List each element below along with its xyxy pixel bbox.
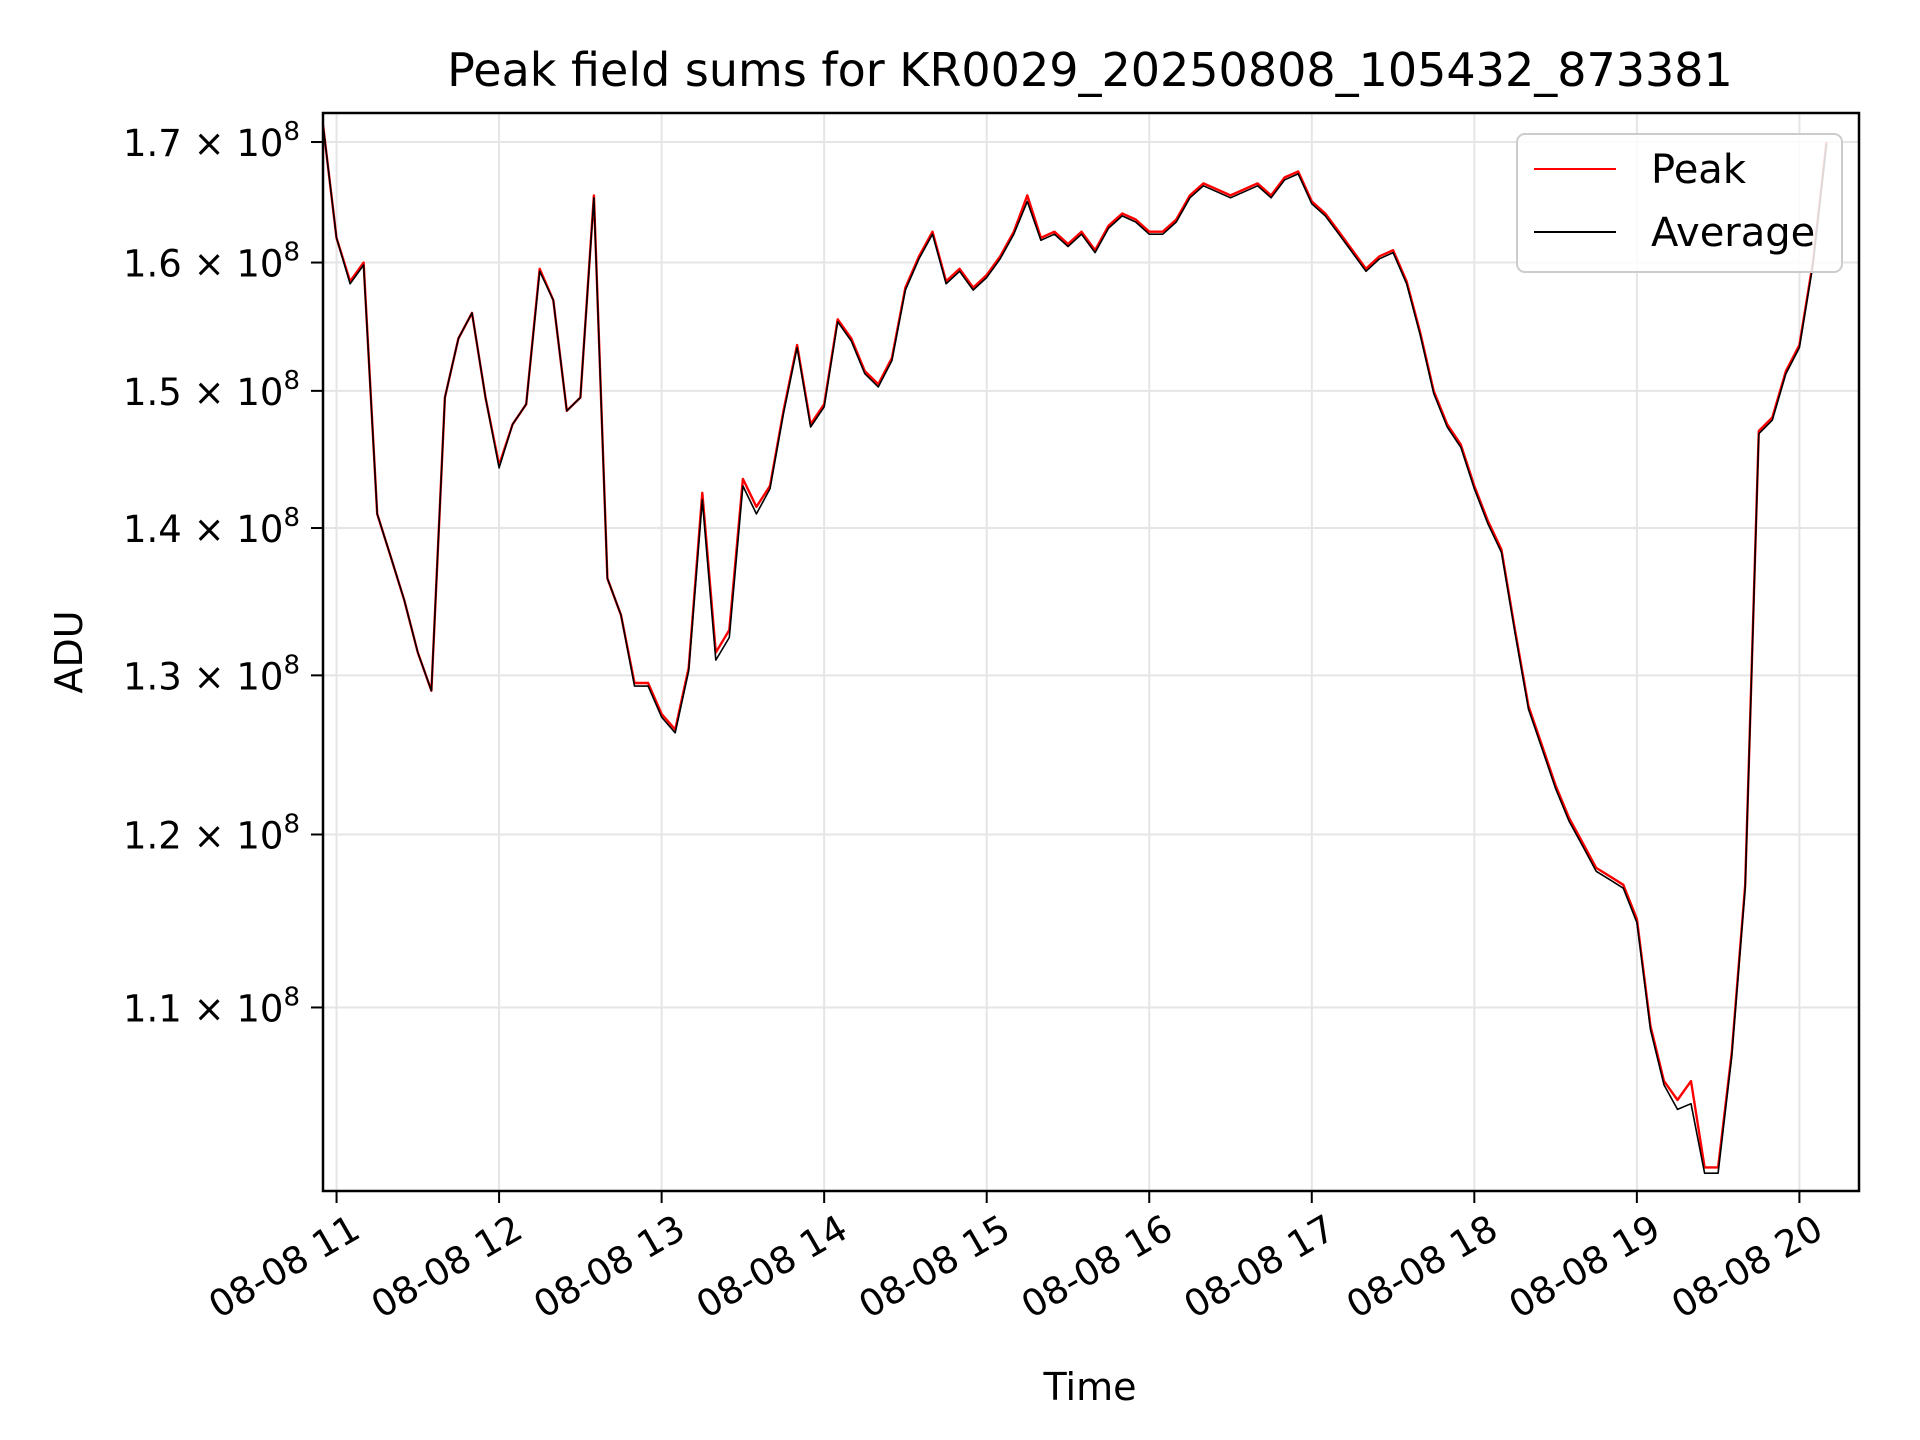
y-tick-label: 1.3 × 108 — [123, 650, 300, 698]
y-tick-base: 10 — [236, 655, 283, 698]
x-tick-label: 08-08 12 — [364, 1207, 530, 1327]
series-line-average — [322, 124, 1828, 1174]
x-axis-label: Time — [1043, 1365, 1137, 1409]
y-tick-base: 10 — [236, 508, 283, 551]
y-tick-label: 1.2 × 108 — [123, 809, 300, 857]
y-tick-label: 1.1 × 108 — [123, 982, 300, 1030]
y-tick-mantissa: 1.2 — [123, 814, 182, 857]
y-tick-exponent: 8 — [283, 650, 300, 680]
y-tick-exponent: 8 — [283, 366, 300, 396]
y-tick-exponent: 8 — [283, 503, 300, 533]
y-tick-times: × — [182, 814, 237, 857]
x-tick-label: 08-08 19 — [1502, 1207, 1668, 1327]
y-tick-mantissa: 1.4 — [123, 508, 182, 551]
y-axis-label: ADU — [47, 610, 91, 693]
y-tick-times: × — [182, 508, 237, 551]
x-tick-label: 08-08 15 — [852, 1207, 1018, 1327]
y-tick-exponent: 8 — [283, 809, 300, 839]
x-tick-label: 08-08 13 — [527, 1207, 693, 1327]
x-tick-label: 08-08 17 — [1177, 1207, 1343, 1327]
y-tick-mantissa: 1.7 — [123, 122, 182, 165]
y-tick-mantissa: 1.1 — [123, 987, 182, 1030]
series-line-peak — [321, 124, 1828, 1169]
y-tick-mantissa: 1.6 — [123, 243, 182, 286]
y-tick-base: 10 — [236, 814, 283, 857]
grid — [323, 113, 1859, 1191]
y-tick-label: 1.7 × 108 — [123, 117, 300, 165]
x-tick-label: 08-08 20 — [1664, 1207, 1830, 1327]
y-tick-label: 1.5 × 108 — [123, 366, 300, 414]
legend-label-average: Average — [1651, 210, 1815, 256]
y-tick-mantissa: 1.5 — [123, 371, 182, 414]
legend: Peak Average — [1516, 133, 1843, 273]
legend-label-peak: Peak — [1651, 147, 1747, 193]
y-tick-base: 10 — [236, 371, 283, 414]
chart-title: Peak field sums for KR0029_20250808_1054… — [447, 43, 1733, 97]
series-layer — [321, 124, 1828, 1174]
x-tick-label: 08-08 16 — [1014, 1207, 1180, 1327]
y-tick-label: 1.4 × 108 — [123, 503, 300, 551]
x-tick-label: 08-08 18 — [1339, 1207, 1505, 1327]
y-tick-base: 10 — [236, 122, 283, 165]
plot-frame — [321, 111, 1861, 1193]
y-tick-label: 1.6 × 108 — [123, 238, 300, 286]
y-tick-base: 10 — [236, 987, 283, 1030]
y-tick-base: 10 — [236, 243, 283, 286]
y-tick-times: × — [182, 243, 237, 286]
y-tick-times: × — [182, 122, 237, 165]
y-tick-times: × — [182, 987, 237, 1030]
y-tick-mantissa: 1.3 — [123, 655, 182, 698]
y-tick-times: × — [182, 655, 237, 698]
y-tick-times: × — [182, 371, 237, 414]
x-tick-label: 08-08 11 — [201, 1207, 367, 1327]
y-tick-exponent: 8 — [283, 117, 300, 147]
x-tick-label: 08-08 14 — [689, 1207, 855, 1327]
y-tick-exponent: 8 — [283, 982, 300, 1012]
y-tick-exponent: 8 — [283, 238, 300, 268]
